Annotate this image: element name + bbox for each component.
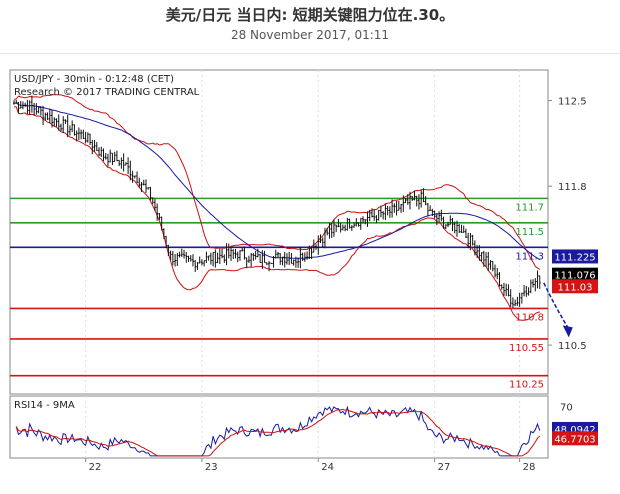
rsi-panel-frame <box>9 395 549 459</box>
y-tick-label: 112.5 <box>558 97 587 108</box>
rsi-tag-label: 46.7703 <box>554 434 595 445</box>
rsi-label: RSI14 - 9MA <box>14 400 75 411</box>
rsi-y-tick-label: 70 <box>560 402 573 413</box>
level-label: 111.7 <box>515 202 544 213</box>
projection-arrow <box>543 282 573 338</box>
x-tick-label: 22 <box>89 462 102 473</box>
bollinger-lower <box>13 106 540 321</box>
header-separator <box>0 53 620 54</box>
rsi-tag-label: 48.0942 <box>554 425 595 436</box>
price-tag-label: 111.03 <box>558 282 593 293</box>
x-tick-label: 27 <box>438 462 451 473</box>
grid-lines <box>85 70 521 458</box>
chart-copyright: Research © 2017 TRADING CENTRAL <box>14 87 200 98</box>
x-tick-label: 24 <box>321 462 334 473</box>
price-tag-label: 111.225 <box>554 252 595 263</box>
x-tick-label: 23 <box>205 462 218 473</box>
bollinger-upper <box>13 94 541 270</box>
axis-ticks: 22 23 24 27 28 112.5 111.8 110.5 70 <box>85 97 587 473</box>
rsi-ma-line <box>15 408 541 457</box>
x-tick-label: 28 <box>523 462 536 473</box>
projection-arrow-head <box>562 325 573 338</box>
price-tag-label: 111.076 <box>554 271 595 282</box>
y-tick-label: 110.5 <box>558 341 587 352</box>
level-label: 110.55 <box>509 343 544 354</box>
price-tag-box <box>552 279 598 294</box>
moving-average-line <box>13 102 541 261</box>
publish-date: 28 November 2017, 01:11 <box>230 28 390 42</box>
level-label: 110.25 <box>509 380 544 391</box>
main-panel-frame <box>9 69 549 395</box>
candlesticks <box>13 95 541 308</box>
rsi-tag-box <box>552 431 598 446</box>
chart-info-line: USD/JPY - 30min - 0:12:48 (CET) <box>14 74 174 85</box>
level-label: 111.5 <box>515 227 544 238</box>
projection-arrow-path <box>543 282 569 328</box>
price-tag-box <box>552 249 598 264</box>
moving-average <box>13 102 541 261</box>
bollinger-bands <box>13 94 541 321</box>
page-title: 美元/日元 当日内: 短期关键阻力位在.30。 <box>165 6 455 24</box>
y-tick-label: 111.8 <box>558 182 587 193</box>
price-tag-box <box>552 267 598 282</box>
